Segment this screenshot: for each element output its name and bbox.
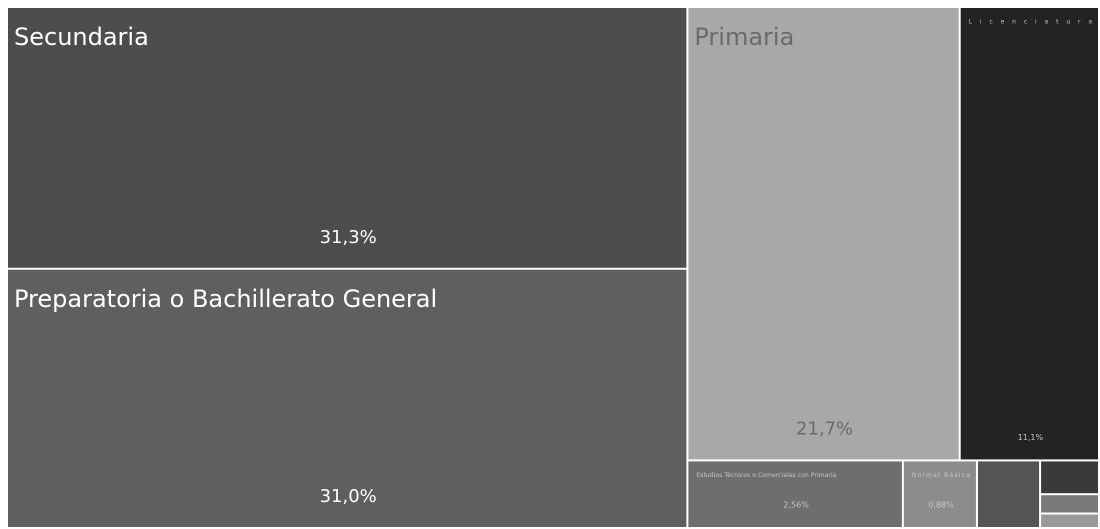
- tile: [903, 461, 976, 527]
- tile: [1041, 495, 1098, 513]
- tile: [688, 461, 902, 527]
- tile: [8, 269, 687, 527]
- value-label: 0,88%: [928, 501, 954, 510]
- tile: [977, 461, 1040, 527]
- tile-label: Primaria: [694, 23, 794, 51]
- tile: [8, 8, 687, 268]
- tile: [960, 8, 1098, 460]
- tile-label: Estudios Técnicos o Comerciales con Prim…: [696, 472, 836, 479]
- tile-label: Preparatoria o Bachillerato General: [14, 285, 437, 313]
- tile: [1041, 514, 1098, 527]
- value-label: 31,0%: [320, 486, 377, 507]
- tile: [688, 8, 959, 460]
- value-label: 11,1%: [1018, 433, 1044, 442]
- tile-label: Normal Básica: [912, 472, 970, 479]
- tile: [1041, 461, 1098, 494]
- tile-label: Secundaria: [14, 23, 149, 51]
- value-label: 31,3%: [320, 227, 377, 248]
- value-label: 21,7%: [796, 418, 853, 439]
- value-label: 2,56%: [783, 501, 809, 510]
